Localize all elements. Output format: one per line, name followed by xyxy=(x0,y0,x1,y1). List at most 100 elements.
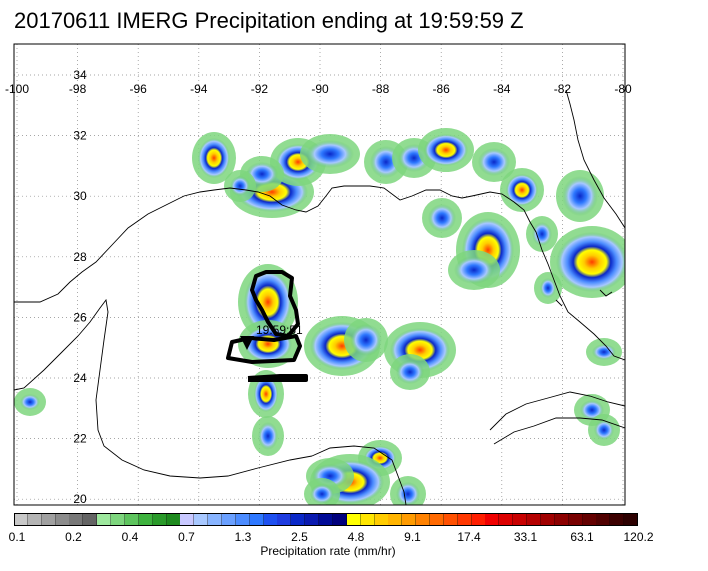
rain-cell xyxy=(540,278,556,298)
track-direction-marker xyxy=(240,336,254,350)
lat-tick-label: 32 xyxy=(73,129,87,143)
rain-cell xyxy=(396,482,420,505)
colorbar-swatch xyxy=(402,513,417,526)
colorbar-swatch xyxy=(360,513,375,526)
colorbar-swatch xyxy=(319,513,334,526)
rain-cell xyxy=(454,256,494,284)
colorbar-swatch xyxy=(346,513,361,526)
rain-cell xyxy=(254,376,278,412)
lon-tick-label: -96 xyxy=(130,82,148,96)
lon-tick-label: -100 xyxy=(5,82,29,96)
rain-cell xyxy=(350,324,382,356)
rain-cell xyxy=(230,176,250,196)
lon-tick-label: -98 xyxy=(69,82,87,96)
colorbar-swatch xyxy=(471,513,486,526)
colorbar-tick-label: 63.1 xyxy=(570,530,594,544)
lat-tick-label: 26 xyxy=(73,310,87,324)
colorbar-tick-label: 0.1 xyxy=(8,530,26,544)
rain-cell xyxy=(594,420,614,440)
page-title: 20170611 IMERG Precipitation ending at 1… xyxy=(14,8,524,33)
rain-cell xyxy=(562,176,598,216)
lon-tick-label: -94 xyxy=(190,82,208,96)
colorbar-tick-label: 1.3 xyxy=(234,530,252,544)
satellite-track xyxy=(226,270,308,382)
lon-tick-label: -80 xyxy=(614,82,632,96)
colorbar-swatch xyxy=(27,513,42,526)
rain-cell xyxy=(428,204,456,232)
colorbar-swatch xyxy=(111,513,126,526)
lat-tick-label: 28 xyxy=(73,250,87,264)
rain-cell xyxy=(592,344,616,360)
lon-tick-label: -84 xyxy=(493,82,511,96)
colorbar-swatch xyxy=(305,513,320,526)
colorbar-swatch xyxy=(180,513,195,526)
lon-tick-label: -88 xyxy=(372,82,390,96)
colorbar-swatch xyxy=(610,513,625,526)
rain-cell xyxy=(424,134,468,166)
colorbar-swatch xyxy=(235,513,250,526)
colorbar-tick-label: 4.8 xyxy=(347,530,365,544)
rain-cell xyxy=(244,270,292,334)
rain-cell xyxy=(20,394,40,410)
colorbar-swatch xyxy=(374,513,389,526)
colorbar-tick-label: 120.2 xyxy=(623,530,654,544)
colorbar-swatch xyxy=(582,513,597,526)
rain-cell xyxy=(556,232,625,292)
colorbar-frame xyxy=(14,513,638,526)
colorbar-swatch xyxy=(138,513,153,526)
longitude-labels: -100 -98 -96 -94 -92 -90 -88 -86 -84 -82 -80 xyxy=(5,82,632,96)
colorbar-swatch xyxy=(55,513,70,526)
colorbar-swatch xyxy=(388,513,403,526)
colorbar-swatch xyxy=(443,513,458,526)
rain-cell xyxy=(306,140,354,168)
colorbar-tick-label: 33.1 xyxy=(513,530,538,544)
colorbar-swatch xyxy=(222,513,236,526)
rain-cell xyxy=(506,174,538,206)
colorbar-swatch xyxy=(152,513,167,526)
colorbar-swatch xyxy=(485,513,500,526)
rain-cell xyxy=(396,360,424,384)
lat-tick-label: 22 xyxy=(73,432,87,446)
coastline xyxy=(14,89,625,505)
colorbar-swatch xyxy=(166,513,181,526)
colorbar-swatch xyxy=(263,513,278,526)
colorbar-swatch xyxy=(208,513,223,526)
colorbar-swatch xyxy=(554,513,569,526)
colorbar-swatch xyxy=(41,513,56,526)
rain-cell xyxy=(258,422,278,450)
colorbar-swatch xyxy=(277,513,292,526)
colorbar-swatch xyxy=(97,513,112,526)
precipitation-cells xyxy=(14,128,625,505)
colorbar-tick-label: 0.7 xyxy=(178,530,195,544)
colorbar-title: Precipitation rate (mm/hr) xyxy=(260,544,396,558)
latitude-labels: 34 32 30 28 26 24 22 20 xyxy=(73,68,87,506)
colorbar-swatch xyxy=(430,513,444,526)
rain-cell xyxy=(580,400,604,420)
colorbar-swatch xyxy=(513,513,528,526)
colorbar-swatch xyxy=(332,513,347,526)
colorbar-tick-label: 0.2 xyxy=(65,530,82,544)
colorbar-swatch xyxy=(194,513,209,526)
rain-cell xyxy=(310,484,334,504)
lon-tick-label: -86 xyxy=(433,82,451,96)
colorbar-tick-label: 9.1 xyxy=(404,530,421,544)
colorbar-swatch xyxy=(124,513,139,526)
colorbar-swatch xyxy=(291,513,306,526)
colorbar-swatch xyxy=(249,513,264,526)
colorbar-swatch xyxy=(457,513,472,526)
track-time-label: 19:59:51 xyxy=(256,323,303,337)
colorbar-swatch xyxy=(499,513,514,526)
lat-tick-label: 20 xyxy=(73,492,87,506)
colorbar-swatch xyxy=(83,513,98,526)
lat-lon-grid xyxy=(14,44,625,505)
colorbar-swatch xyxy=(540,513,555,526)
map-frame xyxy=(13,43,626,506)
colorbar-swatch xyxy=(69,513,84,526)
lon-tick-label: -90 xyxy=(311,82,329,96)
lon-tick-label: -82 xyxy=(554,82,572,96)
colorbar-swatch xyxy=(527,513,542,526)
colorbar-tick-label: 17.4 xyxy=(457,530,481,544)
colorbar-tick-label: 0.4 xyxy=(121,530,139,544)
lon-tick-label: -92 xyxy=(251,82,269,96)
